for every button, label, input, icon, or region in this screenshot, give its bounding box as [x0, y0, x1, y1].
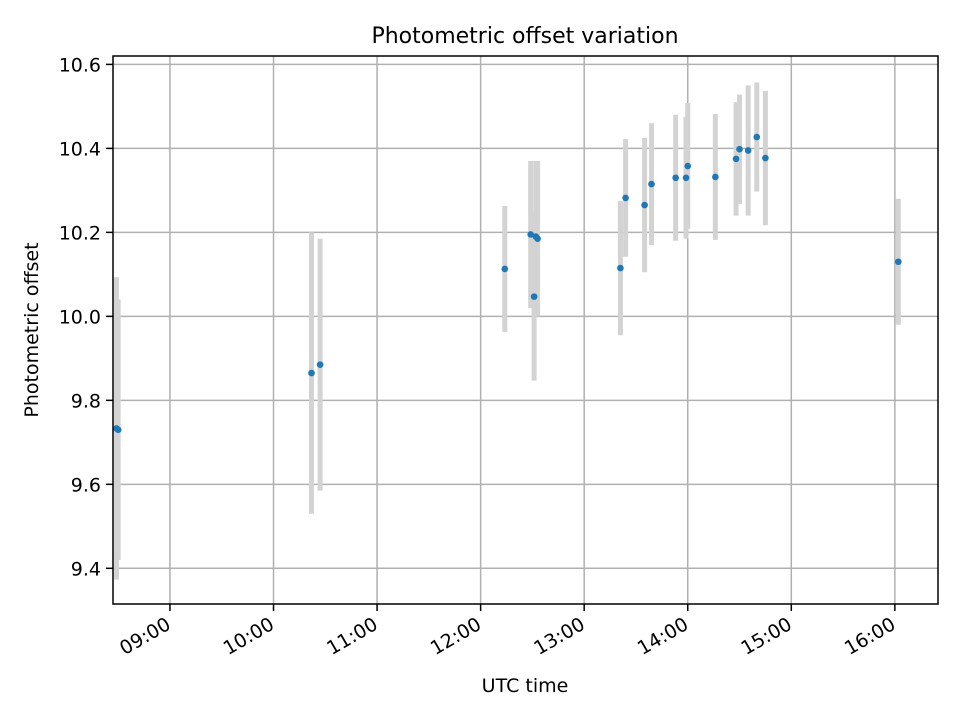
- data-point: [712, 173, 719, 181]
- y-axis: 9.4 9.6 9.8 10.0 10.2 10.4 10.6: [59, 54, 113, 580]
- chart-title: Photometric offset variation: [371, 24, 678, 49]
- data-point: [641, 201, 648, 209]
- data-point: [617, 264, 624, 272]
- data-point: [530, 293, 538, 300]
- grid: [113, 56, 938, 604]
- y-axis-label: Photometric offset: [21, 242, 43, 417]
- data-point: [114, 426, 122, 434]
- data-points: [113, 133, 902, 434]
- plot-frame: [112, 55, 939, 605]
- data-point: [895, 258, 902, 266]
- data-point: [501, 265, 509, 273]
- y-tick-label: 9.8: [71, 390, 101, 412]
- data-point: [316, 361, 324, 368]
- data-point: [672, 174, 679, 182]
- data-point: [732, 155, 740, 163]
- data-point: [684, 162, 692, 170]
- x-axis-label: UTC time: [482, 675, 569, 697]
- y-tick-label: 10.6: [59, 54, 101, 76]
- y-tick-label: 9.6: [71, 474, 101, 496]
- y-tick-label: 10.2: [59, 222, 101, 244]
- data-point: [682, 174, 690, 182]
- y-tick-label: 9.4: [71, 558, 101, 580]
- data-point: [527, 231, 534, 238]
- data-point: [534, 235, 541, 242]
- data-point: [762, 154, 769, 162]
- y-tick-label: 10.0: [59, 306, 101, 328]
- data-point: [648, 180, 655, 188]
- data-point: [753, 133, 761, 141]
- y-tick-label: 10.4: [59, 138, 101, 160]
- data-point: [308, 369, 315, 377]
- data-point: [744, 147, 752, 154]
- data-point: [736, 145, 743, 153]
- data-point: [622, 194, 629, 202]
